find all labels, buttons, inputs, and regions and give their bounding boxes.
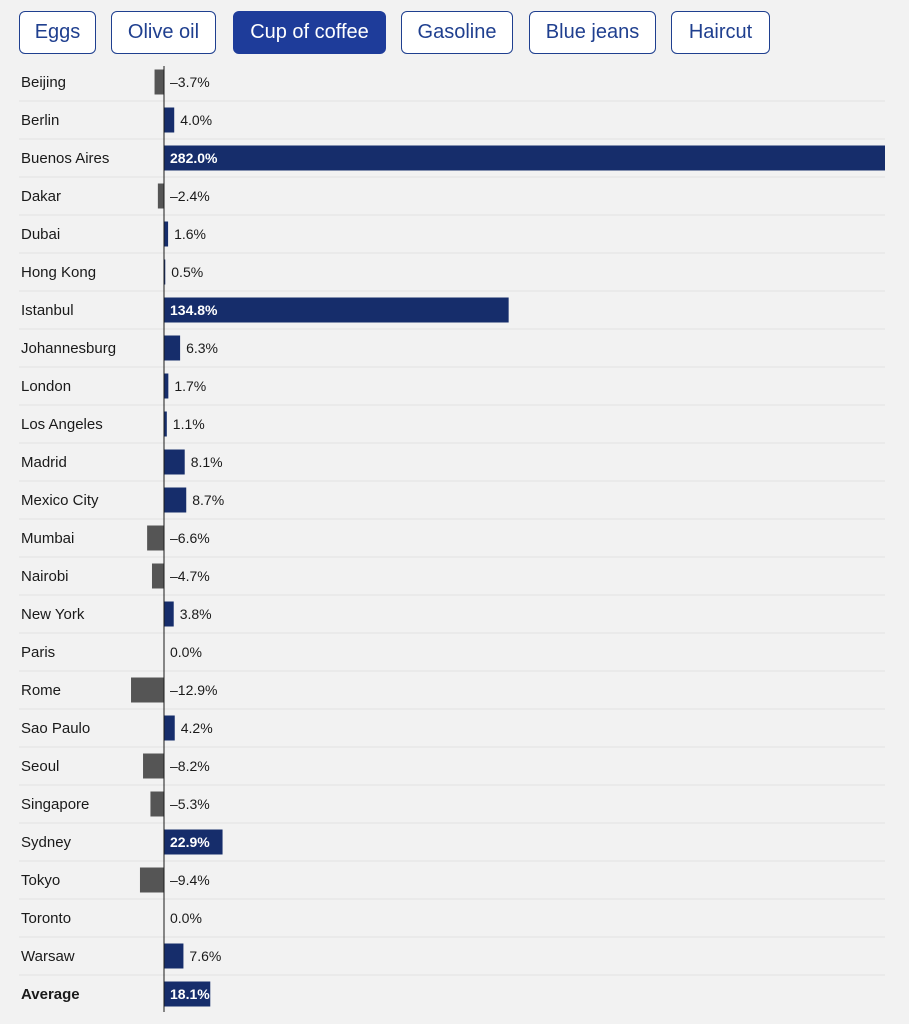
category-label-toronto: Toronto: [21, 910, 71, 927]
value-label-johannesburg: 6.3%: [186, 340, 218, 356]
category-label-berlin: Berlin: [21, 112, 59, 129]
bar-istanbul: [164, 297, 509, 323]
value-label-dubai: 1.6%: [174, 226, 206, 242]
category-label-sydney: Sydney: [21, 834, 72, 851]
tab-olive-oil[interactable]: Olive oil: [111, 11, 216, 54]
category-label-mumbai: Mumbai: [21, 530, 74, 547]
category-label-madrid: Madrid: [21, 454, 67, 471]
bar-new-york: [164, 601, 174, 627]
bar-nairobi: [151, 563, 164, 589]
bar-warsaw: [164, 943, 184, 969]
bar-london: [164, 373, 169, 399]
value-label-singapore: –5.3%: [170, 796, 210, 812]
bar-berlin: [164, 107, 175, 133]
category-label-average: Average: [21, 986, 80, 1003]
category-label-seoul: Seoul: [21, 758, 59, 775]
tab-cup-of-coffee[interactable]: Cup of coffee: [233, 11, 386, 54]
value-label-madrid: 8.1%: [191, 454, 223, 470]
bar-average: [164, 981, 211, 1007]
category-label-dakar: Dakar: [21, 188, 61, 205]
bar-madrid: [164, 449, 185, 475]
category-label-london: London: [21, 378, 71, 395]
bar-dakar: [157, 183, 164, 209]
value-label-hong-kong: 0.5%: [171, 264, 203, 280]
value-label-average: 18.1%: [170, 986, 210, 1002]
tab-eggs[interactable]: Eggs: [19, 11, 96, 54]
bar-hong-kong: [164, 259, 166, 285]
tab-blue-jeans[interactable]: Blue jeans: [529, 11, 656, 54]
category-label-nairobi: Nairobi: [21, 568, 69, 585]
value-label-warsaw: 7.6%: [189, 948, 221, 964]
value-label-istanbul: 134.8%: [170, 302, 218, 318]
category-label-mexico-city: Mexico City: [21, 492, 99, 509]
value-label-nairobi: –4.7%: [170, 568, 210, 584]
category-label-beijing: Beijing: [21, 74, 66, 91]
bar-johannesburg: [164, 335, 181, 361]
tab-gasoline[interactable]: Gasoline: [401, 11, 513, 54]
value-label-dakar: –2.4%: [170, 188, 210, 204]
value-label-toronto: 0.0%: [170, 910, 202, 926]
value-label-beijing: –3.7%: [170, 74, 210, 90]
category-label-dubai: Dubai: [21, 226, 60, 243]
value-label-berlin: 4.0%: [180, 112, 212, 128]
category-label-tokyo: Tokyo: [21, 872, 60, 889]
value-label-mexico-city: 8.7%: [192, 492, 224, 508]
bar-dubai: [164, 221, 169, 247]
bar-buenos-aires: [164, 145, 885, 171]
category-label-new-york: New York: [21, 606, 85, 623]
value-label-rome: –12.9%: [170, 682, 217, 698]
bar-sao-paulo: [164, 715, 175, 741]
value-label-buenos-aires: 282.0%: [170, 150, 218, 166]
bar-tokyo: [139, 867, 164, 893]
category-label-buenos-aires: Buenos Aires: [21, 150, 109, 167]
value-label-sao-paulo: 4.2%: [181, 720, 213, 736]
category-label-singapore: Singapore: [21, 796, 89, 813]
value-label-new-york: 3.8%: [180, 606, 212, 622]
bar-rome: [131, 677, 164, 703]
tab-haircut[interactable]: Haircut: [671, 11, 770, 54]
value-label-los-angeles: 1.1%: [173, 416, 205, 432]
bar-sydney: [164, 829, 223, 855]
category-label-hong-kong: Hong Kong: [21, 264, 96, 281]
bar-seoul: [143, 753, 164, 779]
bar-mumbai: [147, 525, 164, 551]
category-label-los-angeles: Los Angeles: [21, 416, 103, 433]
value-label-mumbai: –6.6%: [170, 530, 210, 546]
category-label-paris: Paris: [21, 644, 55, 661]
bar-los-angeles: [164, 411, 167, 437]
value-label-paris: 0.0%: [170, 644, 202, 660]
bar-mexico-city: [164, 487, 187, 513]
bar-beijing: [154, 69, 164, 95]
category-label-rome: Rome: [21, 682, 61, 699]
category-label-sao-paulo: Sao Paulo: [21, 720, 90, 737]
value-label-seoul: –8.2%: [170, 758, 210, 774]
value-label-tokyo: –9.4%: [170, 872, 210, 888]
bar-singapore: [150, 791, 164, 817]
category-label-warsaw: Warsaw: [21, 948, 75, 965]
category-label-johannesburg: Johannesburg: [21, 340, 116, 357]
category-label-istanbul: Istanbul: [21, 302, 74, 319]
value-label-london: 1.7%: [174, 378, 206, 394]
value-label-sydney: 22.9%: [170, 834, 210, 850]
